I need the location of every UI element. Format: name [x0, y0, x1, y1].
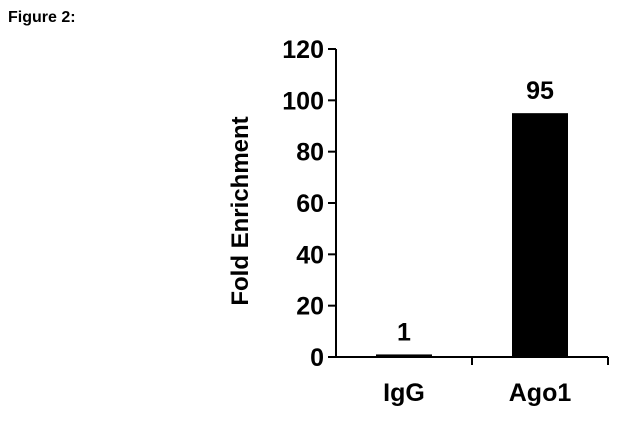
y-tick-label: 0	[310, 344, 324, 372]
x-tick-label: Ago1	[509, 379, 572, 407]
y-axis-ticks: 0 20 40 60 80 100 120	[282, 36, 336, 372]
y-axis-title: Fold Enrichment	[227, 116, 254, 305]
bars: 1 95	[376, 77, 568, 358]
data-label: 1	[397, 318, 411, 346]
data-label: 95	[526, 77, 554, 105]
bar-igg	[376, 354, 432, 357]
y-tick-label: 20	[296, 293, 324, 321]
figure-label: Figure 2:	[8, 9, 76, 26]
y-tick-label: 40	[296, 241, 324, 269]
x-axis-ticks: IgG Ago1	[383, 357, 609, 407]
y-tick-label: 60	[296, 190, 324, 218]
bar-ago1	[512, 113, 568, 358]
y-tick-label: 100	[282, 87, 324, 115]
y-tick-label: 80	[296, 139, 324, 167]
x-tick-label: IgG	[383, 379, 425, 407]
y-tick-label: 120	[282, 36, 324, 64]
